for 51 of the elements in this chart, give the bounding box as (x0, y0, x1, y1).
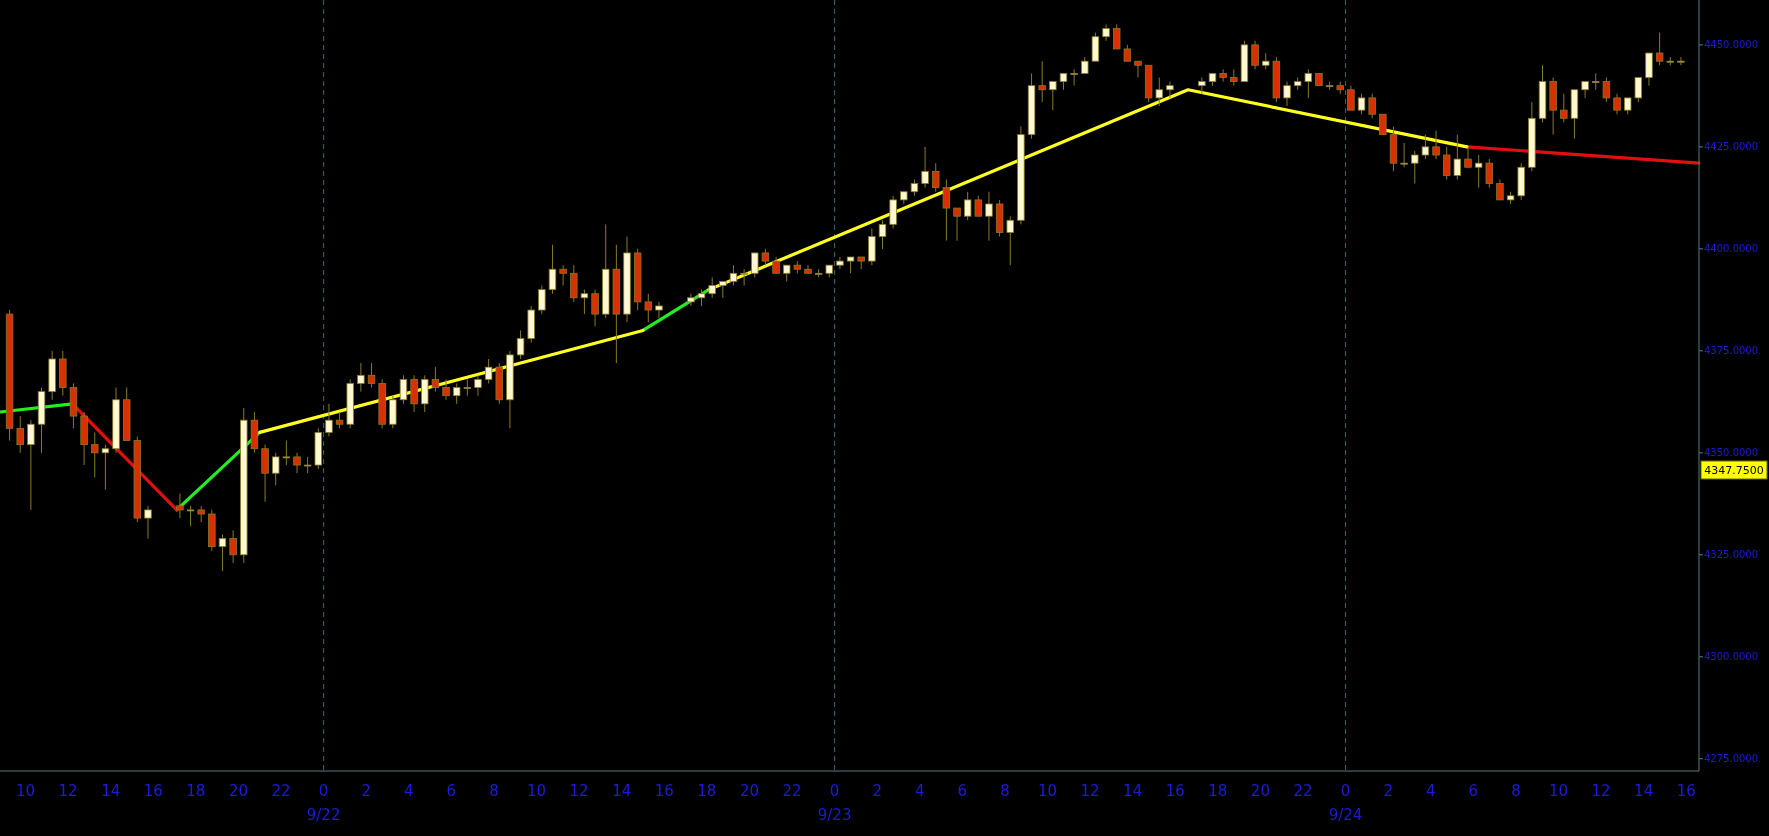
x-tick-label: 2 (872, 782, 882, 800)
x-tick-label: 0 (829, 782, 840, 800)
x-tick-label: 2 (1383, 782, 1393, 800)
ref-line-label: 9/24 (1328, 806, 1363, 824)
y-tick-label: 4425.0000 (1704, 141, 1759, 153)
x-tick-label: 20 (1250, 782, 1270, 800)
x-tick-label: 12 (1080, 782, 1100, 800)
y-tick-label: 4375.0000 (1704, 345, 1759, 357)
x-tick-label: 14 (612, 782, 632, 800)
x-tick-label: 14 (101, 782, 121, 800)
x-tick-label: 10 (526, 782, 547, 800)
x-tick-label: 0 (1340, 782, 1351, 800)
x-tick-label: 2 (361, 782, 371, 800)
y-tick-label: 4450.0000 (1704, 39, 1759, 51)
x-tick-label: 6 (1468, 782, 1479, 800)
x-tick-label: 6 (957, 782, 968, 800)
x-tick-label: 8 (1000, 782, 1010, 800)
x-tick-label: 4 (914, 782, 925, 800)
x-tick-label: 22 (271, 782, 291, 800)
x-tick-label: 16 (1676, 782, 1696, 800)
ref-line-label: 9/23 (817, 806, 852, 824)
x-tick-label: 22 (1293, 782, 1313, 800)
x-tick-label: 18 (186, 782, 206, 800)
x-tick-label: 22 (782, 782, 802, 800)
x-tick-label: 6 (446, 782, 457, 800)
x-tick-label: 20 (739, 782, 759, 800)
y-tick-label: 4400.0000 (1704, 243, 1759, 255)
x-tick-label: 4 (404, 782, 414, 800)
ref-line-label: 9/22 (306, 806, 341, 824)
x-tick-label: 4 (1425, 782, 1436, 800)
x-tick-label: 16 (654, 782, 674, 800)
x-tick-label: 14 (1634, 782, 1654, 800)
x-tick-label: 10 (16, 782, 36, 800)
x-tick-label: 18 (697, 782, 717, 800)
y-tick-label: 4350.0000 (1704, 447, 1759, 459)
x-tick-label: 0 (318, 782, 329, 800)
x-tick-label: 10 (1548, 782, 1569, 800)
x-tick-label: 8 (1511, 782, 1521, 800)
x-tick-label: 12 (569, 782, 589, 800)
x-tick-label: 16 (143, 782, 163, 800)
x-tick-label: 14 (1123, 782, 1143, 800)
x-tick-label: 20 (228, 782, 248, 800)
y-tick-label: 4325.0000 (1704, 549, 1759, 561)
y-tick-label: 4275.0000 (1704, 753, 1759, 765)
x-tick-label: 18 (1208, 782, 1228, 800)
x-tick-label: 12 (58, 782, 78, 800)
x-tick-label: 8 (489, 782, 499, 800)
y-tick-label: 4300.0000 (1704, 651, 1759, 663)
x-tick-label: 12 (1591, 782, 1611, 800)
x-tick-label: 10 (1037, 782, 1058, 800)
x-tick-label: 16 (1165, 782, 1185, 800)
